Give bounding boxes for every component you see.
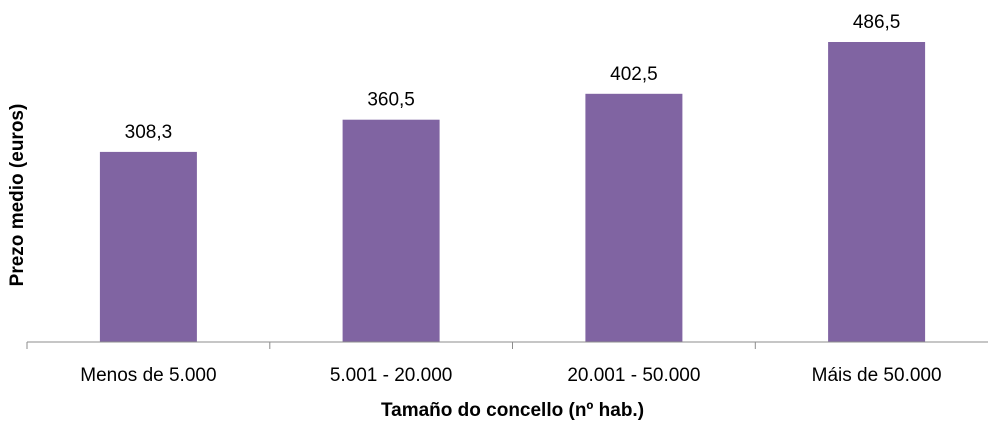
bar-3	[585, 93, 683, 342]
category-label-3: 20.001 - 50.000	[567, 365, 700, 386]
value-label-3: 402,5	[610, 64, 658, 85]
value-label-2: 360,5	[367, 90, 415, 111]
category-labels-layer: Menos de 5.000 5.001 - 20.000 20.001 - 50.…	[80, 365, 941, 386]
bars-layer	[99, 42, 926, 342]
value-labels-layer: 308,3 360,5 402,5 486,5	[125, 12, 901, 143]
bar-4	[828, 42, 926, 342]
y-axis-title: Prezo medio (euros)	[7, 104, 28, 287]
x-ticks-layer	[26, 342, 756, 349]
category-label-2: 5.001 - 20.000	[330, 365, 453, 386]
bar-1	[99, 151, 197, 342]
value-label-1: 308,3	[125, 122, 173, 143]
category-label-1: Menos de 5.000	[80, 365, 216, 386]
x-axis-title: Tamaño do concello (nº hab.)	[381, 400, 644, 421]
value-label-4: 486,5	[853, 12, 901, 33]
bar-2	[342, 119, 440, 342]
category-label-4: Máis de 50.000	[812, 365, 942, 386]
